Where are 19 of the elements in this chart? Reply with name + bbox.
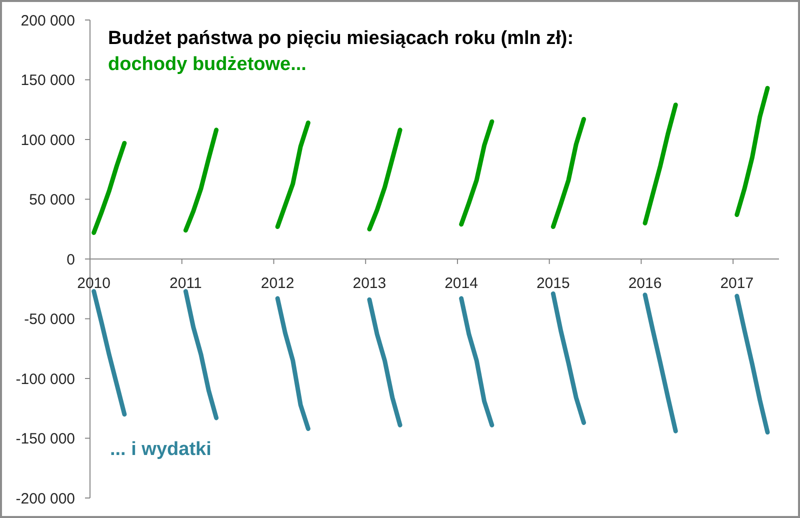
y-tick-label: -50 000 — [24, 311, 75, 328]
x-tick-label: 2016 — [628, 275, 662, 292]
y-tick-label: 200 000 — [20, 12, 75, 30]
x-tick-label: 2014 — [444, 275, 478, 292]
y-tick-label: 50 000 — [29, 192, 75, 209]
series-label: ... i wydatki — [110, 439, 212, 461]
x-tick-label: 2012 — [260, 275, 294, 292]
x-tick-label: 2017 — [720, 275, 754, 292]
y-tick-label: -100 000 — [16, 370, 75, 388]
y-tick-label: 100 000 — [20, 132, 75, 149]
x-tick-label: 2011 — [170, 275, 202, 292]
chart-title: Budżet państwa po pięciu miesiącach roku (mln zł): — [108, 28, 574, 50]
y-tick-label: 0 — [66, 251, 75, 268]
y-tick-label: -200 000 — [16, 490, 75, 508]
y-tick-label: -150 000 — [16, 430, 75, 448]
x-tick-label: 2015 — [536, 275, 570, 292]
x-tick-label: 2013 — [352, 275, 386, 292]
text: dochody budżetowe... — [108, 54, 306, 76]
y-tick-label: 150 000 — [20, 72, 75, 90]
